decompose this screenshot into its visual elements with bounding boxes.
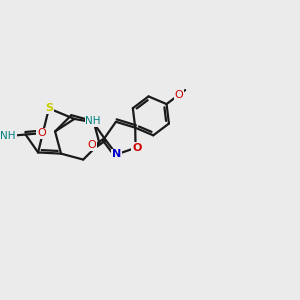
Text: O: O <box>132 143 142 153</box>
Text: O: O <box>175 90 184 100</box>
Text: S: S <box>45 103 53 113</box>
Text: NH: NH <box>1 131 16 141</box>
Text: O: O <box>88 140 96 150</box>
Text: NH: NH <box>85 116 101 126</box>
Text: O: O <box>37 128 46 138</box>
Text: N: N <box>112 149 121 159</box>
